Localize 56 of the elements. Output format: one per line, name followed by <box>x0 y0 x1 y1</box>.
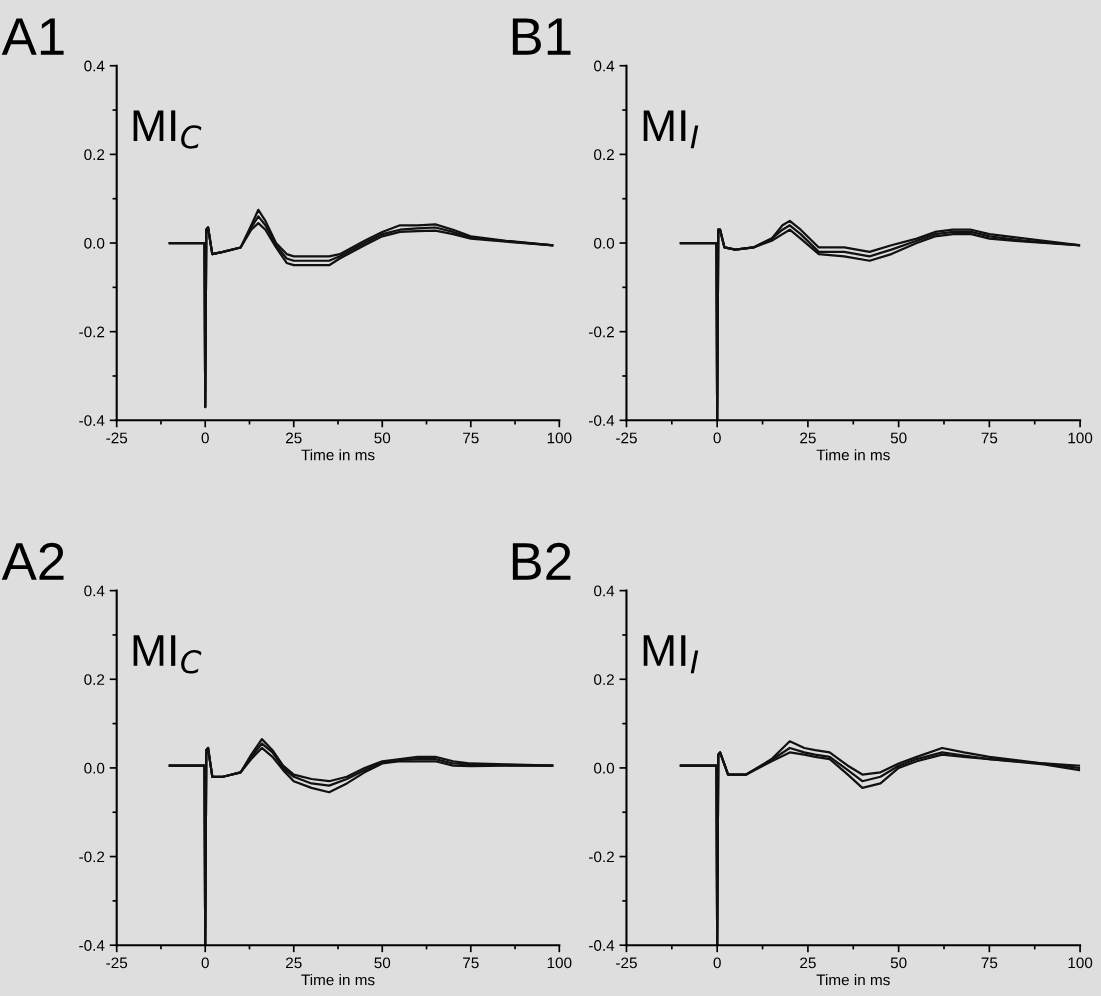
y-tick-label: -0.4 <box>79 940 105 951</box>
x-tick-label: -25 <box>616 432 637 444</box>
text: B2 <box>512 542 571 580</box>
text: A1 <box>1 18 64 55</box>
x-tick-label: 75 <box>981 957 998 969</box>
text: A2 <box>1 542 64 580</box>
y-tick-label: 0.2 <box>594 674 614 685</box>
annotation: MI$_{I}$ <box>643 110 699 149</box>
y-tick-label: 0.0 <box>84 237 105 249</box>
x-tick-label: 25 <box>286 432 302 444</box>
annotation: MI$_{I}$ <box>643 635 699 674</box>
x-tick-label: -25 <box>106 432 128 444</box>
x-tick-label: 100 <box>1068 957 1093 969</box>
x-axis-title: Time in ms <box>816 449 890 461</box>
x-tick-label: 0 <box>713 432 721 444</box>
y-tick-label: 0.2 <box>84 149 105 161</box>
x-axis-title: Time in ms <box>301 974 375 986</box>
x-tick-label: 50 <box>374 432 391 444</box>
x-tick-label: 0 <box>201 957 209 969</box>
x-tick-label: 0 <box>201 432 209 444</box>
x-axis-title: Time in ms <box>301 449 375 461</box>
x-tick-label: 50 <box>890 432 907 444</box>
y-tick-label: 0.4 <box>84 60 105 72</box>
y-tick-label: 0.0 <box>594 762 615 774</box>
y-tick-label: -0.4 <box>589 415 615 426</box>
x-tick-label: -25 <box>616 957 637 969</box>
y-tick-label: 0.4 <box>84 585 105 597</box>
x-axis-title: Time in ms <box>816 974 890 986</box>
y-tick-label: -0.2 <box>589 851 614 863</box>
y-tick-label: 0.0 <box>84 762 105 774</box>
y-tick-label: 0.4 <box>594 585 615 597</box>
y-tick-label: -0.2 <box>589 326 614 338</box>
y-tick-label: -0.2 <box>79 326 105 338</box>
x-tick-label: 75 <box>463 432 479 444</box>
x-tick-label: 75 <box>981 432 998 444</box>
x-tick-label: 25 <box>800 957 816 969</box>
x-tick-label: 75 <box>463 957 479 969</box>
x-tick-label: 25 <box>800 432 816 444</box>
x-tick-label: 100 <box>547 957 572 969</box>
x-tick-label: 0 <box>713 957 721 969</box>
x-tick-label: 25 <box>286 957 302 969</box>
y-tick-label: 0.2 <box>594 149 614 161</box>
y-tick-label: -0.2 <box>79 851 105 863</box>
text: B1 <box>512 18 571 55</box>
annotation: MI$_{C}$ <box>133 110 202 149</box>
x-tick-label: 50 <box>374 957 391 969</box>
y-tick-label: -0.4 <box>79 415 105 426</box>
y-tick-label: -0.4 <box>589 940 615 951</box>
x-tick-label: 100 <box>1068 432 1093 444</box>
x-tick-label: 100 <box>547 432 572 444</box>
y-tick-label: 0.4 <box>594 60 615 72</box>
x-tick-label: 50 <box>890 957 907 969</box>
y-tick-label: 0.2 <box>84 674 105 685</box>
annotation: MI$_{C}$ <box>133 635 202 674</box>
x-tick-label: -25 <box>106 957 128 969</box>
y-tick-label: 0.0 <box>594 237 615 249</box>
